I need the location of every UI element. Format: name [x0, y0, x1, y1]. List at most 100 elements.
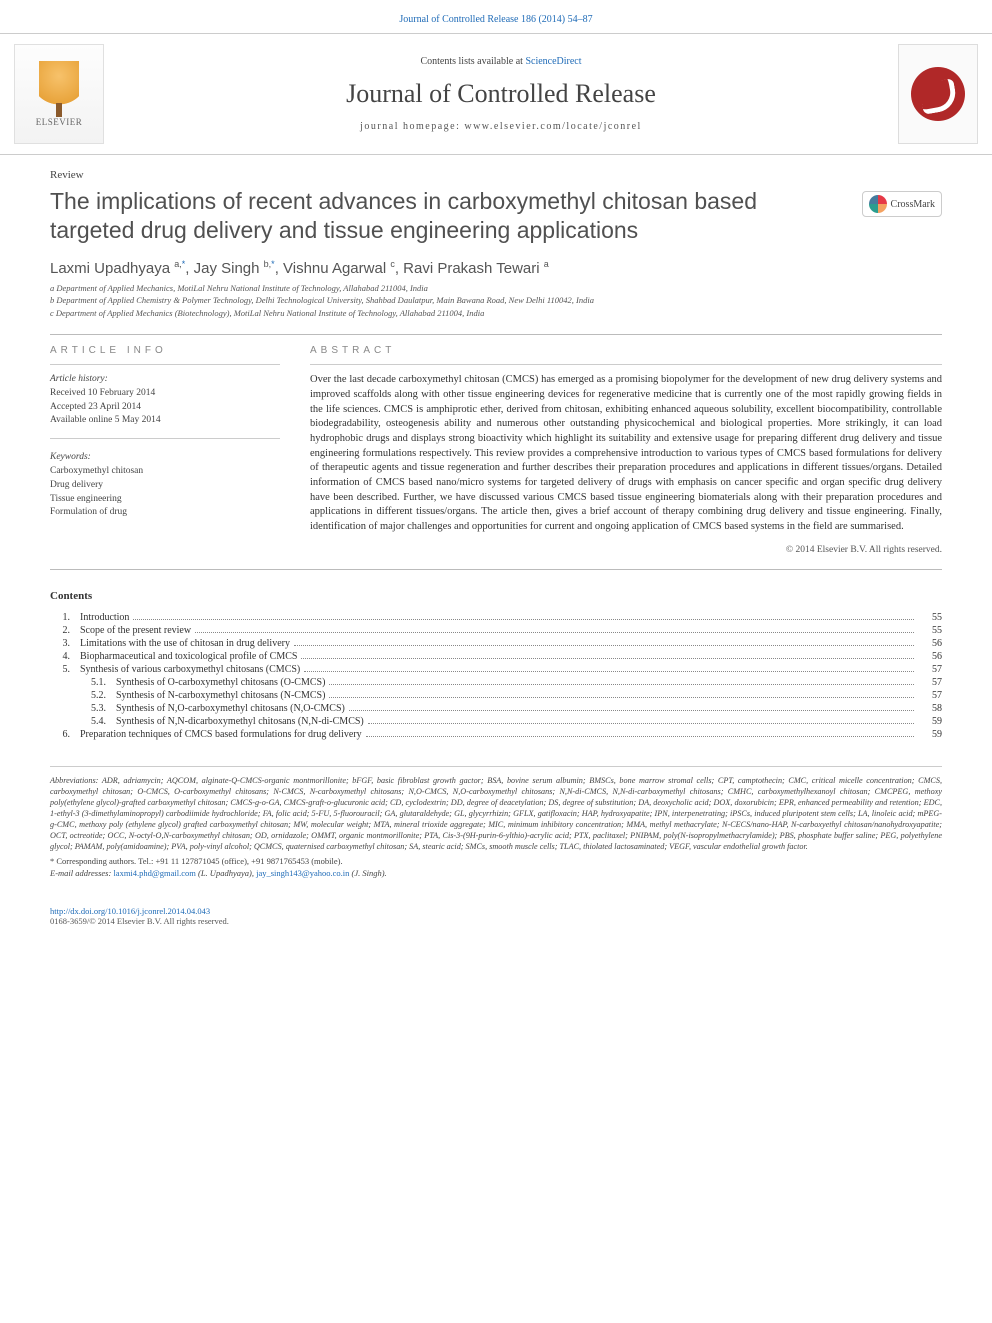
toc-title: Biopharmaceutical and toxicological prof…	[80, 651, 297, 662]
divider	[50, 364, 280, 365]
authors-line: Laxmi Upadhyaya a,*, Jay Singh b,*, Vish…	[50, 259, 942, 277]
toc-dots	[368, 723, 914, 724]
cover-logo-icon	[911, 67, 965, 121]
article-info-column: article info Article history: Received 1…	[50, 345, 280, 555]
toc-row[interactable]: 3.Limitations with the use of chitosan i…	[50, 638, 942, 649]
toc-row[interactable]: 5.4.Synthesis of N,N-dicarboxymethyl chi…	[50, 716, 942, 727]
toc-dots	[304, 671, 914, 672]
article-info-head: article info	[50, 345, 280, 356]
received-date: Received 10 February 2014	[50, 387, 280, 401]
toc-dots	[329, 684, 914, 685]
toc-number: 5.1.	[50, 677, 116, 688]
keyword: Drug delivery	[50, 479, 280, 493]
keyword: Carboxymethyl chitosan	[50, 465, 280, 479]
toc-title: Synthesis of N-carboxymethyl chitosans (…	[116, 690, 325, 701]
affiliation-line: c Department of Applied Mechanics (Biote…	[50, 308, 942, 320]
toc-row[interactable]: 5.1.Synthesis of O-carboxymethyl chitosa…	[50, 677, 942, 688]
toc-row[interactable]: 6.Preparation techniques of CMCS based f…	[50, 729, 942, 740]
toc-title: Synthesis of N,O-carboxymethyl chitosans…	[116, 703, 345, 714]
toc-title: Synthesis of N,N-dicarboxymethyl chitosa…	[116, 716, 364, 727]
journal-header: ELSEVIER Contents lists available at Sci…	[0, 33, 992, 155]
crossmark-label: CrossMark	[891, 199, 935, 210]
toc-title: Preparation techniques of CMCS based for…	[80, 729, 362, 740]
toc-number: 5.	[50, 664, 80, 675]
contents-available-line: Contents lists available at ScienceDirec…	[124, 56, 878, 67]
toc-number: 6.	[50, 729, 80, 740]
contents-head: Contents	[50, 590, 942, 602]
toc-title: Scope of the present review	[80, 625, 191, 636]
abbrev-text: ADR, adriamycin; AQCOM, alginate-Q-CMCS-…	[50, 776, 942, 851]
issn-line: 0168-3659/© 2014 Elsevier B.V. All right…	[50, 916, 942, 926]
toc-title: Introduction	[80, 612, 129, 623]
toc-row[interactable]: 5.3.Synthesis of N,O-carboxymethyl chito…	[50, 703, 942, 714]
toc-number: 4.	[50, 651, 80, 662]
doi-link[interactable]: http://dx.doi.org/10.1016/j.jconrel.2014…	[50, 906, 210, 916]
toc-row[interactable]: 5.2.Synthesis of N-carboxymethyl chitosa…	[50, 690, 942, 701]
keywords-label: Keywords:	[50, 451, 280, 465]
header-center: Contents lists available at ScienceDirec…	[104, 56, 898, 132]
toc-page: 56	[918, 638, 942, 649]
toc-page: 59	[918, 716, 942, 727]
sciencedirect-link[interactable]: ScienceDirect	[525, 56, 581, 67]
toc-row[interactable]: 1.Introduction 55	[50, 612, 942, 623]
abstract-head: abstract	[310, 345, 942, 356]
abstract-copyright: © 2014 Elsevier B.V. All rights reserved…	[310, 545, 942, 555]
toc-page: 57	[918, 690, 942, 701]
divider	[50, 569, 942, 570]
toc-page: 55	[918, 612, 942, 623]
divider	[310, 364, 942, 365]
divider	[50, 438, 280, 439]
affiliations: a Department of Applied Mechanics, MotiL…	[50, 283, 942, 321]
email-link-2[interactable]: jay_singh143@yahoo.co.in	[256, 868, 349, 878]
journal-name: Journal of Controlled Release	[124, 79, 878, 109]
publisher-name: ELSEVIER	[36, 117, 83, 127]
journal-cover	[898, 44, 978, 144]
citation-text[interactable]: Journal of Controlled Release 186 (2014)…	[399, 14, 592, 25]
email-link-1[interactable]: laxmi4.phd@gmail.com	[113, 868, 195, 878]
toc-dots	[329, 697, 914, 698]
toc-page: 59	[918, 729, 942, 740]
publisher-logo: ELSEVIER	[14, 44, 104, 144]
toc-number: 5.2.	[50, 690, 116, 701]
divider	[50, 334, 942, 335]
toc-title: Synthesis of O-carboxymethyl chitosans (…	[116, 677, 325, 688]
toc-number: 2.	[50, 625, 80, 636]
email-line: E-mail addresses: laxmi4.phd@gmail.com (…	[50, 868, 942, 878]
toc-number: 1.	[50, 612, 80, 623]
toc-number: 5.4.	[50, 716, 116, 727]
homepage-line: journal homepage: www.elsevier.com/locat…	[124, 121, 878, 132]
toc-title: Synthesis of various carboxymethyl chito…	[80, 664, 300, 675]
toc-dots	[349, 710, 914, 711]
abstract-column: abstract Over the last decade carboxymet…	[310, 345, 942, 555]
online-date: Available online 5 May 2014	[50, 414, 280, 428]
toc-row[interactable]: 4.Biopharmaceutical and toxicological pr…	[50, 651, 942, 662]
toc-page: 58	[918, 703, 942, 714]
corresponding-author: * Corresponding authors. Tel.: +91 11 12…	[50, 856, 942, 866]
elsevier-tree-icon	[39, 61, 79, 111]
abstract-text: Over the last decade carboxymethyl chito…	[310, 373, 942, 535]
toc-row[interactable]: 5.Synthesis of various carboxymethyl chi…	[50, 664, 942, 675]
toc-number: 5.3.	[50, 703, 116, 714]
toc-row[interactable]: 2.Scope of the present review 55	[50, 625, 942, 636]
toc-dots	[366, 736, 914, 737]
crossmark-badge[interactable]: CrossMark	[862, 191, 942, 217]
keyword: Tissue engineering	[50, 493, 280, 507]
homepage-url[interactable]: www.elsevier.com/locate/jconrel	[464, 121, 641, 132]
toc-page: 57	[918, 664, 942, 675]
toc-page: 56	[918, 651, 942, 662]
crossmark-icon	[869, 195, 887, 213]
keywords-list: Carboxymethyl chitosanDrug deliveryTissu…	[50, 465, 280, 520]
abbrev-label: Abbreviations:	[50, 776, 102, 785]
history-label: Article history:	[50, 373, 280, 387]
toc-page: 55	[918, 625, 942, 636]
toc-dots	[301, 658, 914, 659]
toc-number: 3.	[50, 638, 80, 649]
toc-page: 57	[918, 677, 942, 688]
abbreviations-block: Abbreviations: ADR, adriamycin; AQCOM, a…	[50, 775, 942, 852]
footer: http://dx.doi.org/10.1016/j.jconrel.2014…	[50, 906, 942, 926]
divider	[50, 766, 942, 767]
affiliation-line: a Department of Applied Mechanics, MotiL…	[50, 283, 942, 295]
table-of-contents: 1.Introduction552.Scope of the present r…	[50, 612, 942, 740]
affiliation-line: b Department of Applied Chemistry & Poly…	[50, 295, 942, 307]
article-title: The implications of recent advances in c…	[50, 187, 810, 245]
